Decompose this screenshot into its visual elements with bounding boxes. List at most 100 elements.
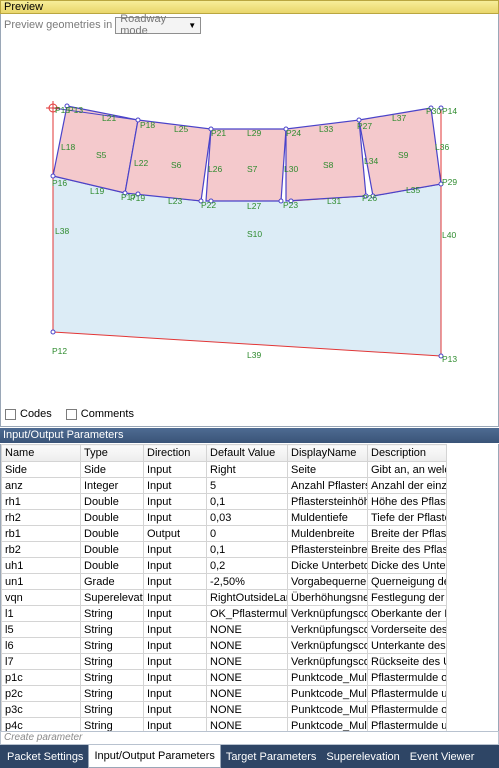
cell-name[interactable]: l6 — [1, 637, 81, 654]
tab-input-output-parameters[interactable]: Input/Output Parameters — [88, 745, 221, 768]
cell-description[interactable]: Pflastermulde unte — [367, 717, 447, 731]
cell-display-name[interactable]: Punktcode_Mulde — [287, 669, 368, 686]
cell-type[interactable]: String — [80, 717, 144, 731]
table-row[interactable]: uh1 Double Input 0,2 Dicke Unterbeton Dicke d… — [1, 557, 447, 574]
cell-direction[interactable]: Input — [143, 541, 207, 558]
cell-description[interactable]: Pflastermulde unte — [367, 685, 447, 702]
cell-name[interactable]: rb1 — [1, 525, 81, 542]
cell-type[interactable]: Integer — [80, 477, 144, 494]
cell-direction[interactable]: Input — [143, 573, 207, 590]
table-row[interactable]: rb2DoubleInput0,1PflastersteinbreiteBrei… — [1, 541, 447, 558]
cell-name[interactable]: rb2 — [1, 541, 81, 558]
cell-name[interactable]: p2c — [1, 685, 81, 702]
cell-display-name[interactable]: Verknüpfungscode — [287, 605, 368, 622]
table-row[interactable]: p1cStringInputNONEPunktcode_MuldePflaste… — [1, 669, 447, 686]
cell-display-name[interactable]: Punktcode_Mulde — [287, 685, 368, 702]
cell-display-name[interactable]: Pflastersteinhöhe — [287, 493, 368, 510]
cell-name[interactable]: p1c — [1, 669, 81, 686]
cell-type[interactable]: Double — [80, 541, 144, 558]
table-row[interactable]: p2cStringInputNONEPunktcode_MuldePflaste… — [1, 685, 447, 702]
cell-direction[interactable]: Input — [143, 589, 207, 606]
cell-description[interactable]: Gibt an, an welche — [367, 461, 447, 478]
comments-checkbox[interactable]: Comments — [65, 408, 134, 420]
cell-direction[interactable]: Input — [143, 717, 207, 731]
table-row[interactable]: rh2 Double Input 0,03 Muldentiefe Tiefe der P… — [1, 509, 447, 526]
geometry-canvas[interactable]: P15 P13 L21 P18 L25 P21 L29 P24 L33 P27 … — [1, 36, 498, 406]
cell-default-value[interactable]: NONE — [206, 621, 288, 638]
cell-display-name[interactable]: Verknüpfungscode — [287, 621, 368, 638]
cell-direction[interactable]: Input — [143, 493, 207, 510]
cell-description[interactable]: Rückseite des Unt — [367, 653, 447, 670]
cell-description[interactable]: Breite des Pflaster — [367, 541, 447, 558]
cell-default-value[interactable]: -2,50% — [206, 573, 288, 590]
cell-type[interactable]: Double — [80, 509, 144, 526]
cell-description[interactable]: Höhe des Pflasters — [367, 493, 447, 510]
cell-name[interactable]: rh1 — [1, 493, 81, 510]
table-row[interactable]: vqnSuperelevationInputRightOutsideLaneÜb… — [1, 589, 447, 606]
tab-superelevation[interactable]: Superelevation — [326, 750, 400, 763]
cell-default-value[interactable]: 5 — [206, 477, 288, 494]
table-row[interactable]: l7StringInputNONEVerknüpfungscodeRücksei… — [1, 653, 447, 670]
cell-description[interactable]: Anzahl der einzub — [367, 477, 447, 494]
column-header-display-name[interactable]: DisplayName — [287, 444, 368, 462]
cell-direction[interactable]: Input — [143, 461, 207, 478]
cell-name[interactable]: rh2 — [1, 509, 81, 526]
cell-type[interactable]: Double — [80, 525, 144, 542]
column-header-direction[interactable]: Direction — [143, 444, 207, 462]
cell-default-value[interactable]: 0,1 — [206, 541, 288, 558]
table-row[interactable]: rb1 Double Output 0 Muldenbreite Breite der P… — [1, 525, 447, 542]
cell-default-value[interactable]: NONE — [206, 685, 288, 702]
cell-name[interactable]: l7 — [1, 653, 81, 670]
cell-default-value[interactable]: Right — [206, 461, 288, 478]
table-row[interactable]: l6StringInputNONEVerknüpfungscodeUnterka… — [1, 637, 447, 654]
cell-display-name[interactable]: Überhöhungsneig — [287, 589, 368, 606]
cell-default-value[interactable]: 0,03 — [206, 509, 288, 526]
cell-direction[interactable]: Input — [143, 621, 207, 638]
table-row[interactable]: rh1 Double Input 0,1 Pflastersteinhöhe Höhe d… — [1, 493, 447, 510]
cell-name[interactable]: l1 — [1, 605, 81, 622]
cell-default-value[interactable]: 0 — [206, 525, 288, 542]
cell-default-value[interactable]: 0,1 — [206, 493, 288, 510]
cell-display-name[interactable]: Punktcode_Mulde — [287, 717, 368, 731]
cell-name[interactable]: l5 — [1, 621, 81, 638]
cell-display-name[interactable]: Vorgabequerneigu — [287, 573, 368, 590]
cell-type[interactable]: Double — [80, 557, 144, 574]
cell-direction[interactable]: Input — [143, 605, 207, 622]
table-row[interactable]: p4cStringInputNONEPunktcode_MuldePflaste… — [1, 717, 447, 731]
cell-direction[interactable]: Output — [143, 525, 207, 542]
cell-type[interactable]: Grade — [80, 573, 144, 590]
cell-display-name[interactable]: Dicke Unterbeton — [287, 557, 368, 574]
create-parameter-input[interactable]: Create parameter — [0, 731, 499, 745]
cell-direction[interactable]: Input — [143, 557, 207, 574]
cell-type[interactable]: String — [80, 621, 144, 638]
cell-name[interactable]: anz — [1, 477, 81, 494]
cell-default-value[interactable]: NONE — [206, 717, 288, 731]
table-row[interactable]: l1StringInputOK_Pflastermulde,Verknüpfun… — [1, 605, 447, 622]
cell-display-name[interactable]: Muldentiefe — [287, 509, 368, 526]
cell-default-value[interactable]: NONE — [206, 653, 288, 670]
cell-display-name[interactable]: Punktcode_Mulde — [287, 701, 368, 718]
cell-description[interactable]: Breite der Pflaster — [367, 525, 447, 542]
cell-direction[interactable]: Input — [143, 477, 207, 494]
column-header-description[interactable]: Description — [367, 444, 447, 462]
cell-display-name[interactable]: Verknüpfungscode — [287, 637, 368, 654]
cell-description[interactable]: Pflastermulde obe — [367, 669, 447, 686]
cell-name[interactable]: p4c — [1, 717, 81, 731]
cell-type[interactable]: Double — [80, 493, 144, 510]
cell-name[interactable]: un1 — [1, 573, 81, 590]
cell-description[interactable]: Dicke des Unterbe — [367, 557, 447, 574]
cell-type[interactable]: Superelevation — [80, 589, 144, 606]
column-header-default-value[interactable]: Default Value — [206, 444, 288, 462]
codes-checkbox-box[interactable] — [5, 408, 16, 420]
cell-type[interactable]: String — [80, 669, 144, 686]
cell-type[interactable]: String — [80, 637, 144, 654]
cell-description[interactable]: Tiefe der Pflastern — [367, 509, 447, 526]
column-header-type[interactable]: Type — [80, 444, 144, 462]
cell-type[interactable]: String — [80, 605, 144, 622]
codes-checkbox[interactable]: Codes — [5, 408, 52, 420]
cell-type[interactable]: String — [80, 653, 144, 670]
cell-default-value[interactable]: OK_Pflastermulde, — [206, 605, 288, 622]
cell-display-name[interactable]: Verknüpfungscode — [287, 653, 368, 670]
cell-default-value[interactable]: NONE — [206, 637, 288, 654]
